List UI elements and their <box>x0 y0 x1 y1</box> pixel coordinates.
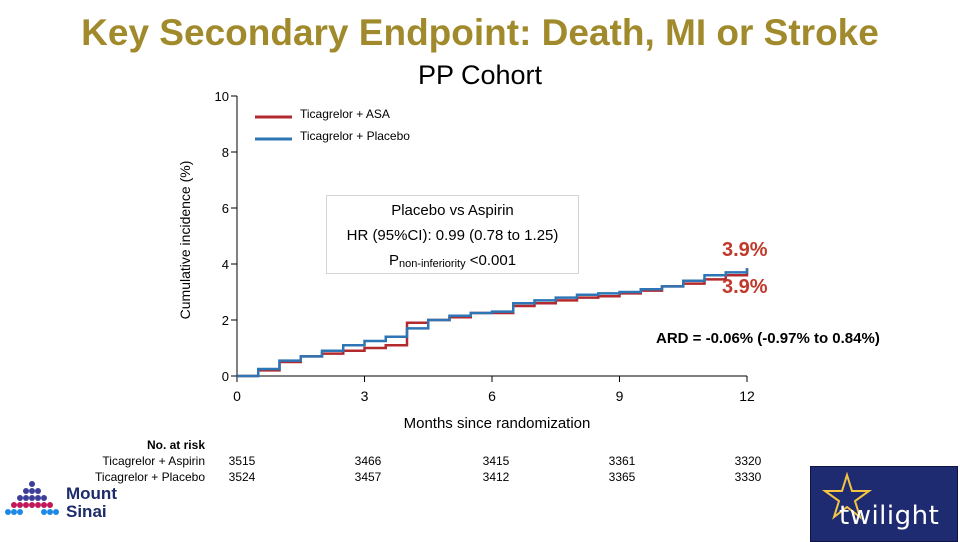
risk-value: 3330 <box>734 470 762 484</box>
y-tick-label: 0 <box>222 369 229 384</box>
legend-label: Ticagrelor + ASA <box>300 107 390 121</box>
mount-sinai-wordmark: Mount Sinai <box>66 484 117 521</box>
y-tick-label: 10 <box>215 89 229 104</box>
risk-table-header: No. at risk <box>146 438 205 452</box>
x-tick-label: 3 <box>361 388 369 404</box>
risk-value: 3515 <box>228 454 256 468</box>
mount-sinai-logo-icon <box>5 481 59 515</box>
twilight-wordmark: twilight <box>839 501 940 531</box>
risk-value: 3524 <box>228 470 256 484</box>
y-tick-label: 4 <box>222 257 229 272</box>
slide-title: Key Secondary Endpoint: Death, MI or Str… <box>81 12 879 53</box>
x-tick-label: 9 <box>616 388 624 404</box>
x-axis-label: Months since randomization <box>404 415 591 432</box>
star-icon <box>821 471 873 520</box>
p-value-text: Pnon-inferiority <0.001 <box>388 252 517 270</box>
y-tick-label: 8 <box>222 145 229 160</box>
risk-value: 3457 <box>354 470 382 484</box>
hr-comparison-text: Placebo vs Aspirin <box>391 202 514 219</box>
final-value-blue: 3.9% <box>722 276 768 298</box>
risk-value: 3466 <box>354 454 382 468</box>
ard-text: ARD = -0.06% (-0.97% to 0.84%) <box>656 330 880 347</box>
y-tick-label: 6 <box>222 201 229 216</box>
final-value-red: 3.9% <box>722 239 768 261</box>
x-tick-label: 0 <box>233 388 241 404</box>
series-line <box>237 268 749 378</box>
hazard-ratio-box: Placebo vs Aspirin HR (95%CI): 0.99 (0.7… <box>326 195 579 274</box>
risk-row-label: Ticagrelor + Aspirin <box>102 454 205 468</box>
risk-value: 3320 <box>734 454 762 468</box>
series-line <box>237 268 749 378</box>
chart-axes: 0 2 4 6 8 10 0 3 6 9 12 Months since randomization C… <box>177 89 755 432</box>
x-tick-label: 6 <box>488 388 496 404</box>
risk-row-label: Ticagrelor + Placebo <box>95 470 205 484</box>
risk-value: 3365 <box>608 470 636 484</box>
chart-legend: Ticagrelor + ASA Ticagrelor + Placebo <box>255 107 410 143</box>
risk-value: 3412 <box>482 470 510 484</box>
risk-value: 3415 <box>482 454 510 468</box>
risk-value: 3361 <box>608 454 636 468</box>
chart-series <box>237 268 749 378</box>
hr-value-text: HR (95%CI): 0.99 (0.78 to 1.25) <box>346 227 559 244</box>
x-tick-label: 12 <box>739 388 755 404</box>
y-axis-label: Cumulative incidence (%) <box>177 161 193 320</box>
y-tick-label: 2 <box>222 313 229 328</box>
twilight-logo: twilight <box>810 466 958 542</box>
legend-label: Ticagrelor + Placebo <box>300 129 410 143</box>
slide-subtitle: PP Cohort <box>417 60 543 90</box>
